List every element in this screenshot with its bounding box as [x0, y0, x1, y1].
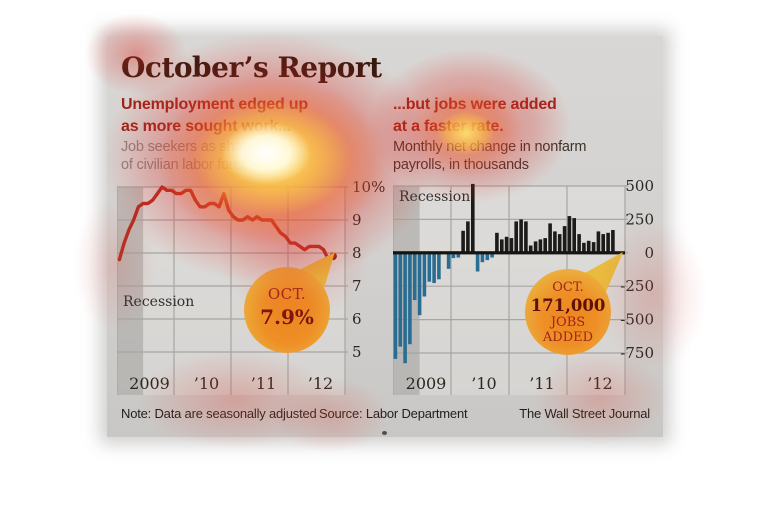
left-subtitle-line1: Job seekers as share — [121, 139, 255, 155]
left-chart-headline: Unemployment edged up as more sought wor… — [121, 94, 308, 138]
right-headline-line2: at a faster rate. — [393, 118, 504, 135]
left-callout-value: 7.9% — [260, 305, 314, 329]
left-callout-bubble: OCT. 7.9% — [244, 267, 330, 353]
graphic-title: October’s Report — [121, 51, 382, 84]
right-callout-value: 171,000 — [530, 296, 606, 315]
right-callout-added: ADDED — [542, 330, 594, 345]
footer-note: Note: Data are seasonally adjusted — [121, 406, 317, 421]
right-chart-headline: ...but jobs were added at a faster rate. — [393, 94, 557, 138]
footer-source: Source: Labor Department — [319, 406, 468, 421]
right-callout-month: OCT. — [552, 280, 584, 295]
left-headline-line1: Unemployment edged up — [121, 96, 308, 113]
left-headline-line2: as more sought work... — [121, 118, 291, 135]
wsj-graphic-card: October’s Report Unemployment edged up a… — [107, 36, 663, 437]
footer-credit: The Wall Street Journal — [519, 406, 650, 421]
heatmap-dot-marker — [382, 431, 387, 435]
right-subtitle-line1: Monthly net change in nonfarm — [393, 139, 587, 155]
left-recession-label: Recession — [123, 294, 195, 310]
left-callout-month: OCT. — [267, 285, 307, 303]
right-callout-jobs: JOBS — [550, 315, 586, 330]
left-subtitle-line2: of civilian labor force — [121, 157, 249, 173]
right-callout-bubble: OCT. 171,000 JOBS ADDED — [525, 269, 611, 355]
right-headline-line1: ...but jobs were added — [393, 96, 557, 113]
right-recession-label: Recession — [399, 189, 471, 205]
left-chart-subtitle: Job seekers as share of civilian labor f… — [121, 138, 255, 174]
right-chart-subtitle: Monthly net change in nonfarm payrolls, … — [393, 138, 586, 174]
right-subtitle-line2: payrolls, in thousands — [393, 157, 529, 173]
